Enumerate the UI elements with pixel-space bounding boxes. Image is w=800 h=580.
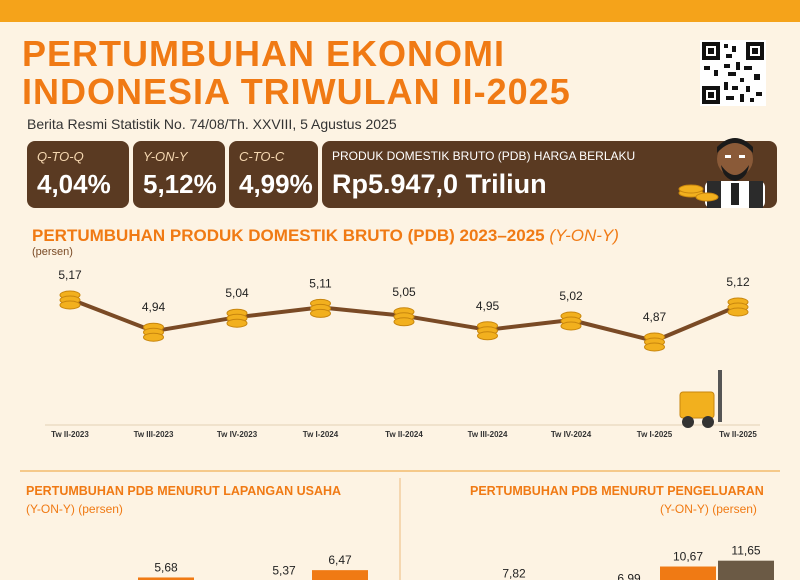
sector-chart-title: PERTUMBUHAN PDB MENURUT LAPANGAN USAHA bbox=[26, 484, 342, 498]
subtitle: Berita Resmi Statistik No. 74/08/Th. XXV… bbox=[27, 116, 397, 132]
stat-box-qtoq: Q-TO-Q 4,04% bbox=[27, 141, 129, 208]
data-label: 4,94 bbox=[142, 300, 166, 314]
forklift-wheel-icon bbox=[682, 416, 694, 428]
x-tick-label: Tw II-2025 bbox=[719, 430, 757, 439]
bar-value-label: 6,47 bbox=[328, 553, 352, 567]
data-label: 5,05 bbox=[392, 285, 416, 299]
bar bbox=[138, 577, 194, 580]
bar-value-label: 7,82 bbox=[502, 566, 526, 580]
x-tick-label: Tw II-2024 bbox=[385, 430, 423, 439]
x-tick-label: Tw IV-2024 bbox=[551, 430, 592, 439]
column-divider bbox=[399, 478, 401, 580]
businessman-icon bbox=[678, 138, 765, 208]
data-label: 4,95 bbox=[476, 299, 500, 313]
title-line-2: INDONESIA TRIWULAN II-2025 bbox=[22, 71, 571, 112]
coin-stack-point bbox=[226, 318, 248, 328]
data-label: 4,87 bbox=[643, 310, 667, 324]
x-tick-label: Tw IV-2023 bbox=[217, 430, 258, 439]
coin-stack-point bbox=[310, 308, 331, 318]
stat-value: 4,99% bbox=[239, 169, 313, 199]
coin-stack-point bbox=[560, 321, 582, 331]
stat-value: 4,04% bbox=[37, 169, 111, 199]
stat-label: Y-ON-Y bbox=[143, 149, 188, 164]
qr-code-icon[interactable] bbox=[700, 40, 766, 106]
bar-value-label: 5,68 bbox=[154, 560, 178, 574]
x-tick-label: Tw I-2024 bbox=[303, 430, 339, 439]
data-label: 5,11 bbox=[309, 276, 332, 290]
data-label: 5,17 bbox=[58, 268, 82, 282]
bar bbox=[660, 566, 716, 580]
forklift-mast-icon bbox=[718, 370, 722, 422]
data-label: 5,04 bbox=[225, 286, 249, 300]
bar bbox=[312, 570, 368, 580]
data-label: 5,02 bbox=[559, 289, 583, 303]
stat-box-yony: Y-ON-Y 5,12% bbox=[133, 141, 225, 208]
x-tick-label: Tw III-2023 bbox=[134, 430, 174, 439]
coin-stack-point bbox=[143, 332, 164, 342]
pdb-box: PRODUK DOMESTIK BRUTO (PDB) HARGA BERLAK… bbox=[322, 138, 777, 208]
stat-label: Q-TO-Q bbox=[37, 149, 84, 164]
stat-value: 5,12% bbox=[143, 169, 217, 199]
bar-value-label: 11,65 bbox=[731, 544, 760, 558]
x-tick-label: Tw III-2024 bbox=[468, 430, 508, 439]
bar bbox=[718, 560, 774, 580]
expenditure-chart-title: PERTUMBUHAN PDB MENURUT PENGELUARAN bbox=[470, 484, 764, 498]
main-chart-title-italic: (Y-ON-Y) bbox=[549, 226, 619, 245]
title-line-1: PERTUMBUHAN EKONOMI bbox=[22, 33, 505, 74]
main-chart-title: PERTUMBUHAN PRODUK DOMESTIK BRUTO (PDB) … bbox=[32, 226, 619, 246]
sector-chart-subtitle: (Y-ON-Y) (persen) bbox=[26, 502, 123, 516]
expenditure-chart-subtitle: (Y-ON-Y) (persen) bbox=[660, 502, 757, 516]
forklift-icon bbox=[679, 391, 715, 419]
coin-stack-point bbox=[59, 300, 81, 310]
stat-label: C-TO-C bbox=[239, 149, 285, 164]
coin-stack-point bbox=[393, 317, 415, 327]
coin-stack-point bbox=[644, 342, 665, 352]
section-divider bbox=[20, 470, 780, 472]
coin-stack-point bbox=[477, 331, 498, 341]
main-chart-title-text: PERTUMBUHAN PRODUK DOMESTIK BRUTO (PDB) … bbox=[32, 226, 545, 245]
main-chart-unit: (persen) bbox=[32, 246, 73, 258]
coin-stack-point bbox=[727, 307, 749, 317]
bar-value-label: 5,37 bbox=[272, 563, 296, 577]
forklift-wheel-icon bbox=[702, 416, 714, 428]
x-tick-label: Tw II-2023 bbox=[51, 430, 89, 439]
pdb-label: PRODUK DOMESTIK BRUTO (PDB) HARGA BERLAK… bbox=[332, 149, 636, 163]
top-bar bbox=[0, 0, 800, 22]
stat-box-ctoc: C-TO-C 4,99% bbox=[229, 141, 318, 208]
bar-value-label: 10,67 bbox=[673, 550, 703, 564]
data-label: 5,12 bbox=[726, 275, 750, 289]
x-tick-label: Tw I-2025 bbox=[637, 430, 673, 439]
pdb-value: Rp5.947,0 Triliun bbox=[332, 169, 547, 199]
bar-value-label: 6,99 bbox=[617, 571, 641, 580]
